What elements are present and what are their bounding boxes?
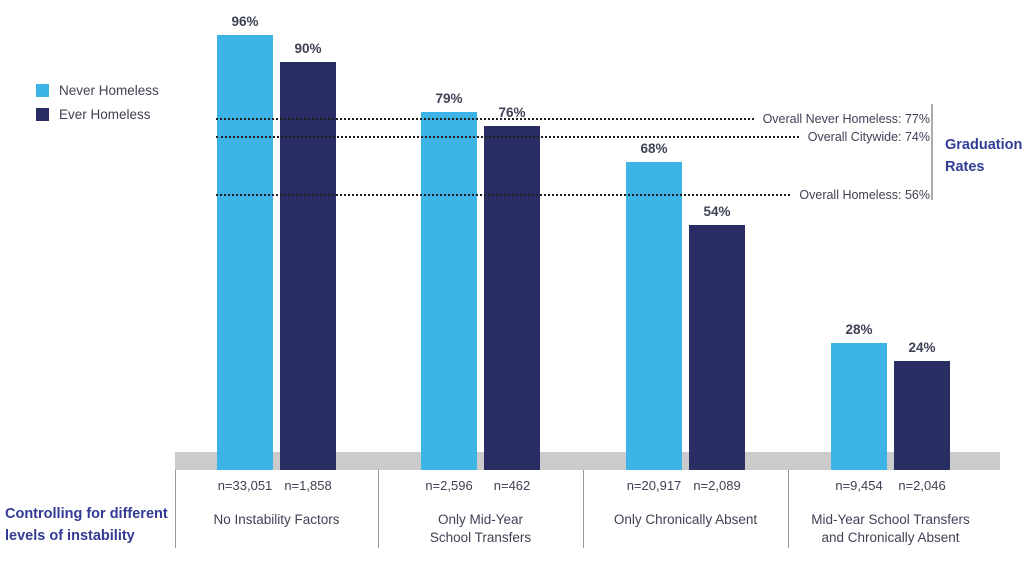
category-label-line: No Instability Factors: [213, 512, 340, 527]
sample-size-label: n=2,046: [898, 478, 946, 493]
reference-line-2: Overall Homeless: 56%: [216, 186, 930, 204]
legend-label: Never Homeless: [59, 82, 159, 98]
baseline-band: [175, 452, 1000, 470]
sample-size-label: n=1,858: [284, 478, 332, 493]
sample-size-label: n=9,454: [835, 478, 883, 493]
category-label: No Instability Factors: [213, 511, 339, 529]
dotted-line: [216, 194, 791, 197]
category-label: Only Mid-Year School Transfers: [430, 511, 531, 547]
bottom-left-caption: Controlling for different levels of inst…: [5, 503, 168, 547]
bar-never-homeless: [626, 162, 682, 470]
bar-value-label: 96%: [231, 14, 259, 29]
bar-ever-homeless: [484, 126, 540, 470]
category-label: Only Chronically Absent: [614, 511, 757, 529]
dotted-line: [216, 136, 799, 139]
category-label-line: and Chronically Absent: [821, 530, 960, 545]
reference-line-label: Overall Citywide: 74%: [807, 130, 930, 145]
group-divider: [175, 470, 176, 548]
bar-value-label: 90%: [294, 41, 322, 56]
sample-size-label: n=2,596: [425, 478, 473, 493]
bar-never-homeless: [831, 343, 887, 470]
category-label-line: Mid-Year School Transfers: [811, 512, 970, 527]
category-label-line: School Transfers: [429, 530, 532, 545]
sample-size-label: n=33,051: [217, 478, 273, 493]
bar-value-label: 24%: [908, 340, 936, 355]
bar-ever-homeless: [689, 225, 745, 470]
caption-line2: levels of instability: [5, 528, 135, 544]
bar-ever-homeless: [894, 361, 950, 470]
bar-value-label: 28%: [845, 322, 873, 337]
bar-never-homeless: [421, 112, 477, 470]
legend-swatch-icon: [36, 83, 49, 97]
bar-value-label: 76%: [498, 105, 526, 120]
graduation-rates-line2: Rates: [945, 159, 985, 175]
bar-never-homeless: [217, 35, 273, 470]
graduation-rates-label: Graduation Rates: [945, 134, 1022, 178]
reference-line-0: Overall Never Homeless: 77%: [216, 110, 930, 128]
sample-size-label: n=462: [493, 478, 531, 493]
bar-ever-homeless: [280, 62, 336, 470]
bar-value-label: 79%: [435, 91, 463, 106]
legend-label: Ever Homeless: [59, 106, 151, 122]
group-divider: [788, 470, 789, 548]
bar-value-label: 54%: [703, 204, 731, 219]
legend: Never Homeless Ever Homeless: [36, 83, 159, 131]
dotted-line: [216, 117, 754, 120]
category-label-line: Only Chronically Absent: [613, 512, 758, 527]
legend-item-ever-homeless: Ever Homeless: [36, 106, 159, 122]
group-divider: [378, 470, 379, 548]
reference-line-label: Overall Never Homeless: 77%: [762, 111, 930, 126]
caption-line1: Controlling for different: [5, 506, 168, 522]
bar-value-label: 68%: [640, 141, 668, 156]
legend-swatch-icon: [36, 107, 49, 121]
group-divider: [583, 470, 584, 548]
category-label-line: Only Mid-Year: [437, 512, 524, 527]
legend-item-never-homeless: Never Homeless: [36, 82, 159, 98]
sample-size-label: n=20,917: [626, 478, 682, 493]
graduation-rates-bracket: [931, 104, 933, 200]
category-label: Mid-Year School Transfers and Chronically…: [811, 511, 970, 547]
graduation-rates-line1: Graduation: [945, 137, 1023, 153]
sample-size-label: n=2,089: [693, 478, 741, 493]
reference-line-1: Overall Citywide: 74%: [216, 128, 930, 146]
reference-line-label: Overall Homeless: 56%: [799, 188, 930, 203]
